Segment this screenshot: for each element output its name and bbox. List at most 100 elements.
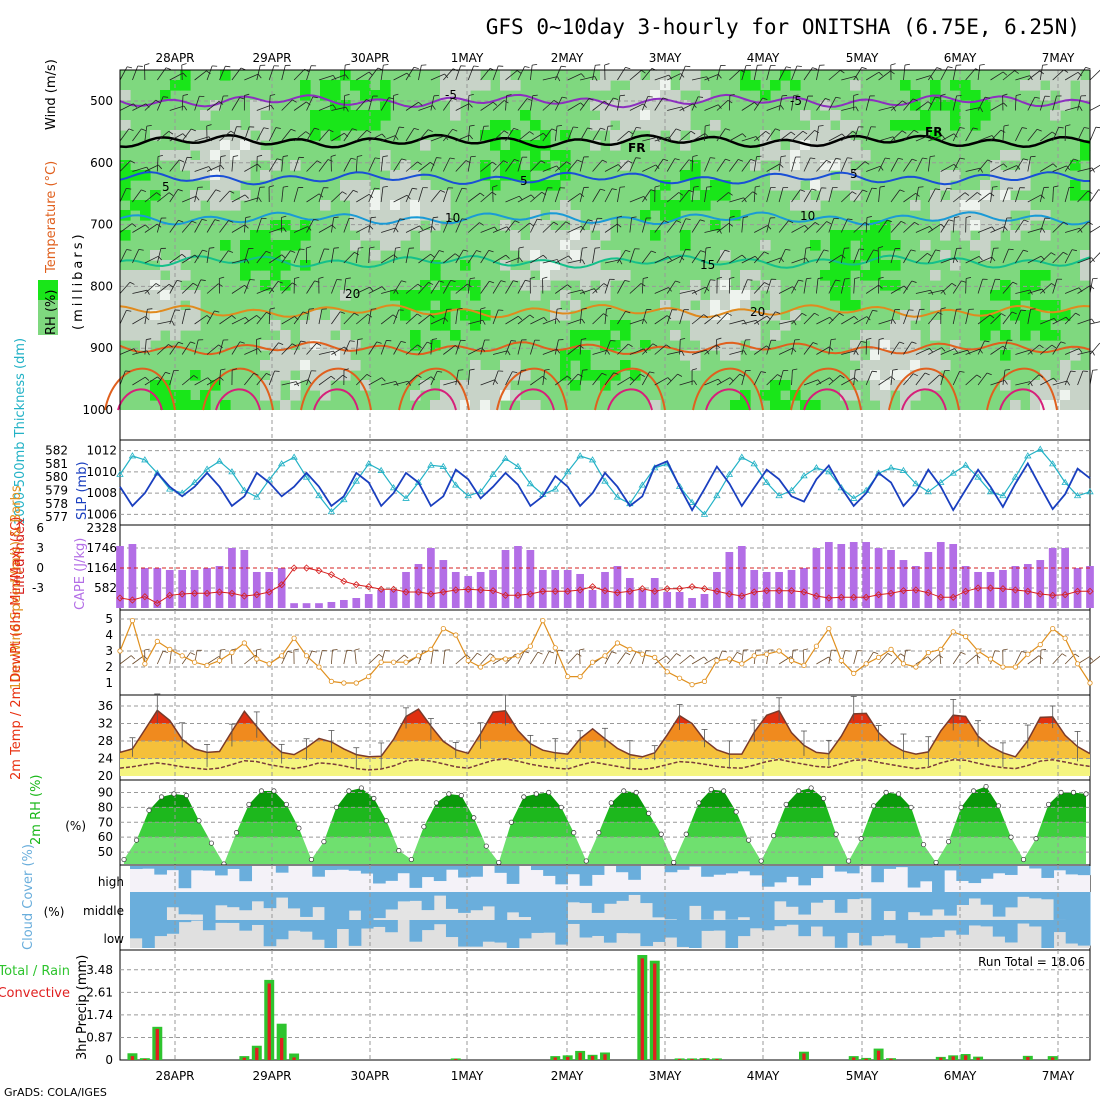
cloud-cell xyxy=(992,866,1006,874)
wind10m-barb xyxy=(530,651,539,665)
rh-cell xyxy=(880,340,891,351)
cape-bar xyxy=(563,569,572,608)
wind-barb-flag xyxy=(168,283,174,288)
wind-barb xyxy=(1002,281,1014,294)
wind-barb xyxy=(554,221,567,233)
rh-cell xyxy=(420,300,431,311)
wind-barb xyxy=(1027,128,1038,142)
rh-cell xyxy=(930,380,941,391)
wind-barb xyxy=(629,248,635,264)
wind-barb xyxy=(1089,104,1100,111)
wind-barb xyxy=(318,129,330,142)
rh-cell xyxy=(770,300,781,311)
cloud-cell xyxy=(336,866,350,870)
wind-barb-flag xyxy=(253,372,259,376)
rh-cell xyxy=(720,290,731,301)
wind-barb-flag xyxy=(755,320,760,325)
wind-barb xyxy=(455,65,462,81)
wind10m-barb-flag xyxy=(1089,656,1094,661)
wind-barb-flag xyxy=(643,103,647,108)
rh-cell xyxy=(180,390,191,401)
rh-cell xyxy=(940,180,951,191)
rh-cell xyxy=(820,150,831,161)
wind-barb xyxy=(617,187,621,203)
wind-barb xyxy=(1040,377,1054,386)
wind-barb-flag xyxy=(178,341,184,345)
thickness-point xyxy=(253,493,261,500)
rh-cell xyxy=(1040,70,1051,81)
wind-barb xyxy=(952,95,957,111)
top-date-label: 3MAY xyxy=(649,51,682,65)
rh-cell xyxy=(130,280,141,291)
rh-cell xyxy=(840,270,851,281)
wind-barb xyxy=(455,283,468,294)
wind-barb xyxy=(592,65,596,81)
wind10m-barb xyxy=(368,654,380,665)
rh-cell xyxy=(470,400,481,411)
rh-cell xyxy=(590,290,601,301)
wind10m-barb-flag xyxy=(576,653,582,657)
cape-bar xyxy=(725,551,734,608)
rh-cell xyxy=(400,290,411,301)
cloud-cell xyxy=(166,920,180,934)
wind-barb xyxy=(480,339,485,355)
wind-barb-flag xyxy=(826,159,832,163)
wind-barb xyxy=(492,350,508,355)
slp-tick: 1012 xyxy=(86,444,117,458)
wind-barb xyxy=(840,248,845,264)
wind-barb xyxy=(654,158,664,172)
rh-cell xyxy=(250,150,261,161)
rh-tick: 80 xyxy=(98,800,113,814)
wind-barb-flag xyxy=(191,128,196,132)
rh-cell xyxy=(280,350,291,361)
wind-barb xyxy=(679,249,686,264)
thickness-tick: 581 xyxy=(45,457,68,471)
rh-cell xyxy=(530,250,541,261)
wind-barb xyxy=(567,126,574,142)
wind-barb xyxy=(1065,106,1080,111)
rh-cell xyxy=(430,310,441,321)
wind10m-point xyxy=(614,640,621,646)
wind10m-point xyxy=(1087,680,1093,686)
rh-cell xyxy=(260,150,271,161)
wind-barb xyxy=(405,128,415,142)
rh-cell xyxy=(790,130,801,141)
wind-barb-flag xyxy=(354,251,359,256)
wind-barb-flag xyxy=(766,345,771,350)
rh-cell xyxy=(310,340,321,351)
rh-cell xyxy=(330,340,341,351)
wind-barb-flag xyxy=(231,315,236,319)
wind-barb-flag xyxy=(986,372,992,376)
rh-cell xyxy=(240,130,251,141)
rh-cell xyxy=(580,280,591,291)
rh-cell xyxy=(1030,280,1041,291)
cloud-cell xyxy=(725,920,739,948)
rh-cell xyxy=(940,250,951,261)
rh-cell xyxy=(360,200,371,211)
wind-barb xyxy=(467,250,477,264)
wind-barb xyxy=(952,371,960,386)
wind-barb xyxy=(766,217,771,233)
wind-barb xyxy=(791,313,803,325)
wind-barb xyxy=(729,197,744,203)
wind-barb-flag xyxy=(567,284,572,289)
wind10m-point xyxy=(1025,651,1031,657)
cloud-cell xyxy=(895,920,909,944)
wind-barb-flag xyxy=(268,185,274,188)
wind-barb xyxy=(430,157,437,172)
rh-cell xyxy=(180,80,191,91)
wind-barb xyxy=(169,280,178,294)
li-point xyxy=(352,581,360,589)
rh-cell xyxy=(1000,350,1011,361)
wind-barb xyxy=(604,97,614,111)
top-date-label: 29APR xyxy=(252,51,291,65)
wind-barb xyxy=(903,98,914,111)
wind-barb-flag xyxy=(1003,124,1009,127)
wind10m-point xyxy=(950,629,956,635)
cloud-cell xyxy=(433,866,447,882)
rh-cell xyxy=(510,150,521,161)
cloud-cell xyxy=(1029,920,1042,927)
wind-barb xyxy=(841,377,855,386)
rh-cell xyxy=(1020,270,1031,281)
wind-barb-flag xyxy=(183,105,188,111)
